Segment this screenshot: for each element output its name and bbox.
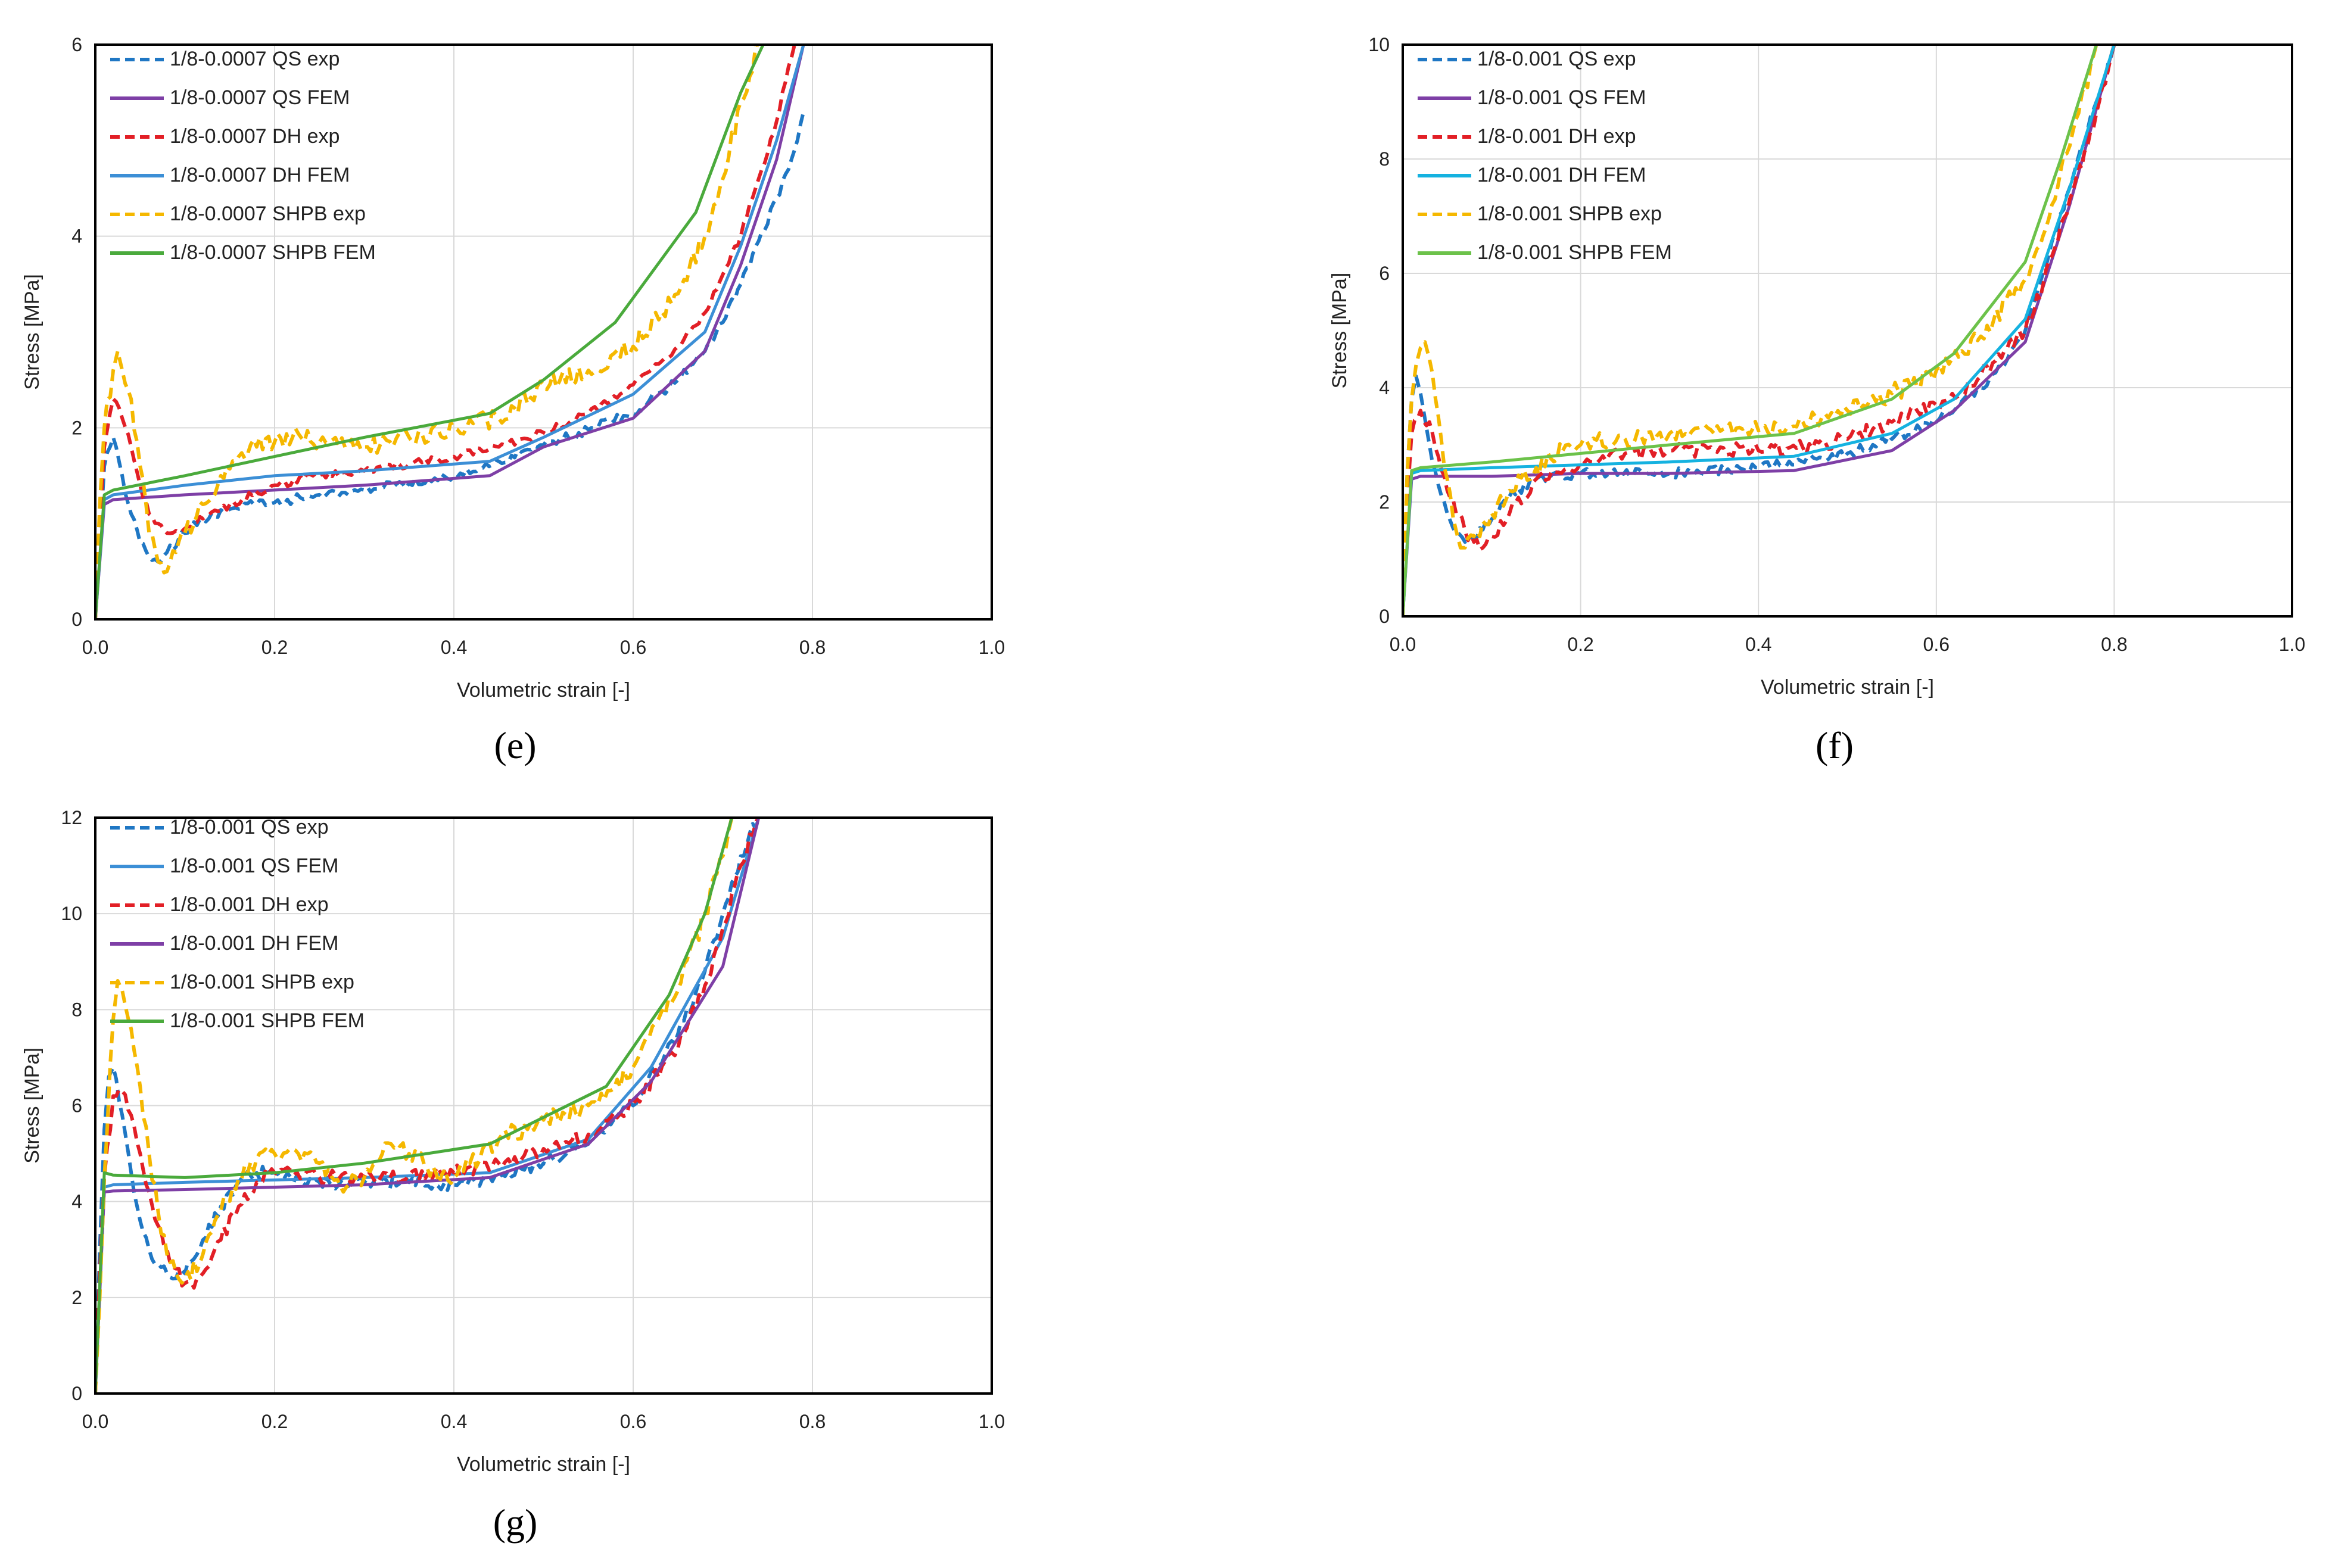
y-tick-label: 6 <box>71 34 82 55</box>
legend-label: 1/8-0.0007 QS exp <box>170 48 340 70</box>
series-line-4 <box>95 45 759 619</box>
panel-label-f: (f) <box>1816 724 1854 766</box>
series-line-2 <box>95 45 796 619</box>
y-tick-label: 4 <box>71 226 82 247</box>
y-axis-title: Stress [MPa] <box>21 1048 43 1164</box>
x-tick-label: 0.8 <box>799 1411 826 1432</box>
plot-frame <box>94 43 993 621</box>
x-tick-label: 0.8 <box>2101 634 2127 655</box>
y-tick-label: 2 <box>1379 491 1390 513</box>
legend-label: 1/8-0.001 DH exp <box>1477 125 1636 148</box>
legend-label: 1/8-0.001 SHPB FEM <box>1477 241 1672 264</box>
y-tick-label: 12 <box>61 807 82 828</box>
y-tick-label: 4 <box>71 1191 82 1212</box>
x-tick-label: 0.8 <box>799 637 826 658</box>
y-axis-title: Stress [MPa] <box>21 274 43 390</box>
x-tick-label: 0.2 <box>261 1411 288 1432</box>
series-line-4 <box>1403 45 2098 616</box>
series-line-5 <box>1403 45 2098 616</box>
legend-label: 1/8-0.001 QS exp <box>1477 48 1636 70</box>
legend: 1/8-0.0007 QS exp 1/8-0.0007 QS FEM 1/8-0.… <box>110 48 376 264</box>
chart-1: 0.0 0.2 0.4 0.6 0.8 1.0 0 2 4 6 8 10 Volumetric stra… <box>1328 34 2305 699</box>
series-line-5 <box>95 818 733 1394</box>
x-tick-label: 0.4 <box>441 1411 467 1432</box>
x-axis-title: Volumetric strain [-] <box>1761 676 1934 699</box>
legend-label: 1/8-0.001 DH FEM <box>170 932 338 955</box>
plot-area <box>95 818 761 1394</box>
x-tick-label: 1.0 <box>979 637 1005 658</box>
legend-label: 1/8-0.001 DH FEM <box>1477 164 1646 186</box>
legend-label: 1/8-0.001 SHPB FEM <box>170 1009 365 1032</box>
series-line-3 <box>95 818 761 1394</box>
legend-label: 1/8-0.0007 DH exp <box>170 125 340 148</box>
y-tick-label: 10 <box>61 903 82 924</box>
legend-label: 1/8-0.001 QS exp <box>170 816 329 838</box>
y-tick-label: 6 <box>71 1095 82 1117</box>
x-tick-label: 0.0 <box>82 637 108 658</box>
plot-area <box>1403 45 2116 616</box>
legend: 1/8-0.001 QS exp 1/8-0.001 QS FEM 1/8-0.00… <box>1418 48 1672 264</box>
x-tick-label: 0.4 <box>441 637 467 658</box>
panel-label-g: (g) <box>493 1501 538 1544</box>
chart-0: 0.0 0.2 0.4 0.6 0.8 1.0 0 2 4 6 Volumetric strain … <box>21 34 1005 702</box>
series-line-2 <box>1403 45 2116 616</box>
plot-frame <box>1402 43 2293 618</box>
legend-label: 1/8-0.0007 SHPB exp <box>170 202 366 225</box>
legend-label: 1/8-0.0007 QS FEM <box>170 86 350 109</box>
legend-label: 1/8-0.001 QS FEM <box>170 855 338 877</box>
x-tick-label: 0.0 <box>1390 634 1416 655</box>
legend-label: 1/8-0.001 SHPB exp <box>170 971 354 993</box>
legend-label: 1/8-0.0007 SHPB FEM <box>170 241 376 264</box>
x-tick-label: 0.2 <box>261 637 288 658</box>
y-tick-label: 0 <box>1379 606 1390 627</box>
legend-label: 1/8-0.001 SHPB exp <box>1477 202 1662 225</box>
y-tick-label: 2 <box>71 1287 82 1308</box>
y-tick-label: 8 <box>71 999 82 1020</box>
x-axis-title: Volumetric strain [-] <box>457 679 630 702</box>
plot-frame <box>94 816 993 1395</box>
legend-label: 1/8-0.001 DH exp <box>170 893 329 916</box>
plot-area <box>95 45 805 619</box>
series-line-0 <box>95 818 761 1394</box>
y-tick-label: 0 <box>71 1383 82 1404</box>
series-line-3 <box>1403 45 2116 616</box>
y-tick-label: 4 <box>1379 377 1390 398</box>
y-axis-title: Stress [MPa] <box>1328 273 1351 389</box>
legend-label: 1/8-0.001 QS FEM <box>1477 86 1646 109</box>
chart-2: 0.0 0.2 0.4 0.6 0.8 1.0 0 2 4 6 8 10 12 Volumetric st… <box>21 807 1005 1476</box>
y-tick-label: 8 <box>1379 148 1390 170</box>
legend-label: 1/8-0.0007 DH FEM <box>170 164 350 186</box>
y-tick-label: 0 <box>71 609 82 630</box>
series-line-3 <box>95 45 805 619</box>
x-tick-label: 0.4 <box>1745 634 1771 655</box>
y-tick-label: 10 <box>1368 34 1390 55</box>
y-tick-label: 2 <box>71 417 82 438</box>
x-axis-title: Volumetric strain [-] <box>457 1453 630 1476</box>
series-line-0 <box>95 111 805 619</box>
series-line-4 <box>95 818 734 1394</box>
x-tick-label: 1.0 <box>2279 634 2305 655</box>
x-tick-label: 0.6 <box>620 637 646 658</box>
series-line-1 <box>95 45 805 619</box>
x-tick-label: 0.6 <box>1923 634 1950 655</box>
y-tick-label: 6 <box>1379 263 1390 284</box>
series-line-5 <box>95 45 765 619</box>
x-tick-label: 0.2 <box>1567 634 1593 655</box>
panel-label-e: (e) <box>494 724 537 766</box>
x-tick-label: 1.0 <box>979 1411 1005 1432</box>
x-tick-label: 0.0 <box>82 1411 108 1432</box>
legend: 1/8-0.001 QS exp 1/8-0.001 QS FEM 1/8-0.00… <box>110 816 365 1032</box>
x-tick-label: 0.6 <box>620 1411 646 1432</box>
